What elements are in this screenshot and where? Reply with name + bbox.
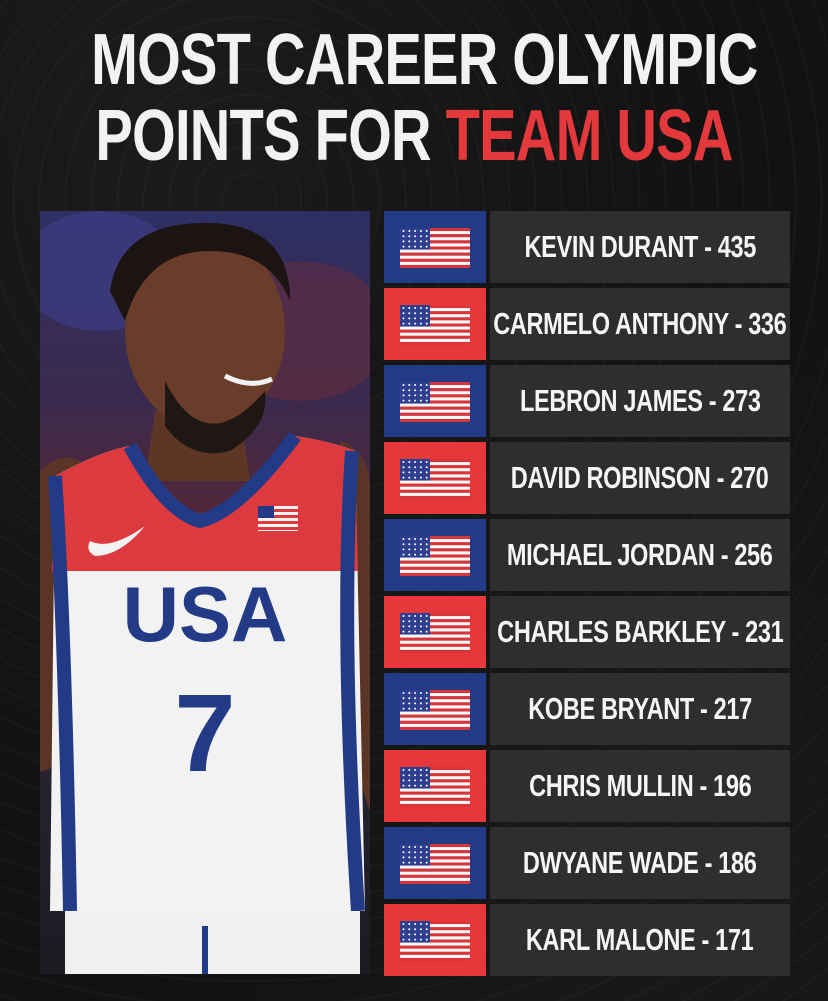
- player-points-cell: CARMELO ANTHONY - 336: [490, 288, 790, 360]
- title-line-2-prefix: POINTS FOR: [95, 96, 446, 176]
- player-photo: USA 7: [40, 211, 370, 974]
- us-flag-icon: [400, 536, 470, 576]
- flag-cell: [384, 904, 486, 976]
- player-points-cell: CHARLES BARKLEY - 231: [490, 596, 790, 668]
- player-points-cell: MICHAEL JORDAN - 256: [490, 519, 790, 591]
- title-line-1: MOST CAREER OLYMPIC: [91, 20, 758, 100]
- player-points-label: CHARLES BARKLEY - 231: [496, 614, 784, 649]
- flag-cell: [384, 827, 486, 899]
- player-points-label: KARL MALONE - 171: [526, 922, 754, 957]
- flag-cell: [384, 519, 486, 591]
- flag-cell: [384, 365, 486, 437]
- us-flag-icon: [400, 459, 470, 499]
- jersey-number: 7: [174, 672, 235, 795]
- ranking-row: DWYANE WADE - 186: [384, 827, 790, 899]
- player-points-cell: KARL MALONE - 171: [490, 904, 790, 976]
- player-points-label: DAVID ROBINSON - 270: [511, 460, 769, 495]
- player-points-cell: LEBRON JAMES - 273: [490, 365, 790, 437]
- flag-cell: [384, 442, 486, 514]
- us-flag-icon: [400, 228, 470, 268]
- us-flag-icon: [400, 767, 470, 807]
- flag-cell: [384, 211, 486, 283]
- title-line-2: POINTS FOR TEAM USA: [91, 98, 737, 174]
- page-title: MOST CAREER OLYMPIC POINTS FOR TEAM USA: [91, 20, 758, 174]
- flag-cell: [384, 673, 486, 745]
- us-flag-icon: [400, 690, 470, 730]
- us-flag-icon: [400, 382, 470, 422]
- player-points-cell: CHRIS MULLIN - 196: [490, 750, 790, 822]
- ranking-row: KOBE BRYANT - 217: [384, 673, 790, 745]
- us-flag-icon: [400, 844, 470, 884]
- us-flag-icon: [400, 305, 470, 345]
- player-points-label: CHRIS MULLIN - 196: [528, 768, 752, 803]
- jersey-text: USA: [123, 570, 288, 658]
- player-points-label: LEBRON JAMES - 273: [519, 383, 761, 418]
- player-points-cell: DWYANE WADE - 186: [490, 827, 790, 899]
- player-points-label: CARMELO ANTHONY - 336: [493, 306, 787, 341]
- ranking-row: MICHAEL JORDAN - 256: [384, 519, 790, 591]
- ranking-row: KARL MALONE - 171: [384, 904, 790, 976]
- ranking-row: KEVIN DURANT - 435: [384, 211, 790, 283]
- player-points-label: DWYANE WADE - 186: [523, 845, 757, 880]
- title-accent: TEAM USA: [445, 96, 734, 176]
- flag-cell: [384, 288, 486, 360]
- ranking-row: CHARLES BARKLEY - 231: [384, 596, 790, 668]
- player-points-label: KOBE BRYANT - 217: [528, 691, 752, 726]
- player-points-label: MICHAEL JORDAN - 256: [507, 537, 773, 572]
- player-points-cell: DAVID ROBINSON - 270: [490, 442, 790, 514]
- ranking-row: LEBRON JAMES - 273: [384, 365, 790, 437]
- player-illustration: USA 7: [40, 211, 370, 974]
- us-flag-icon: [400, 613, 470, 653]
- ranking-row: CHRIS MULLIN - 196: [384, 750, 790, 822]
- ranking-row: CARMELO ANTHONY - 336: [384, 288, 790, 360]
- player-points-label: KEVIN DURANT - 435: [524, 229, 756, 264]
- player-points-cell: KEVIN DURANT - 435: [490, 211, 790, 283]
- flag-cell: [384, 596, 486, 668]
- flag-cell: [384, 750, 486, 822]
- us-flag-icon: [400, 921, 470, 961]
- player-points-cell: KOBE BRYANT - 217: [490, 673, 790, 745]
- ranking-row: DAVID ROBINSON - 270: [384, 442, 790, 514]
